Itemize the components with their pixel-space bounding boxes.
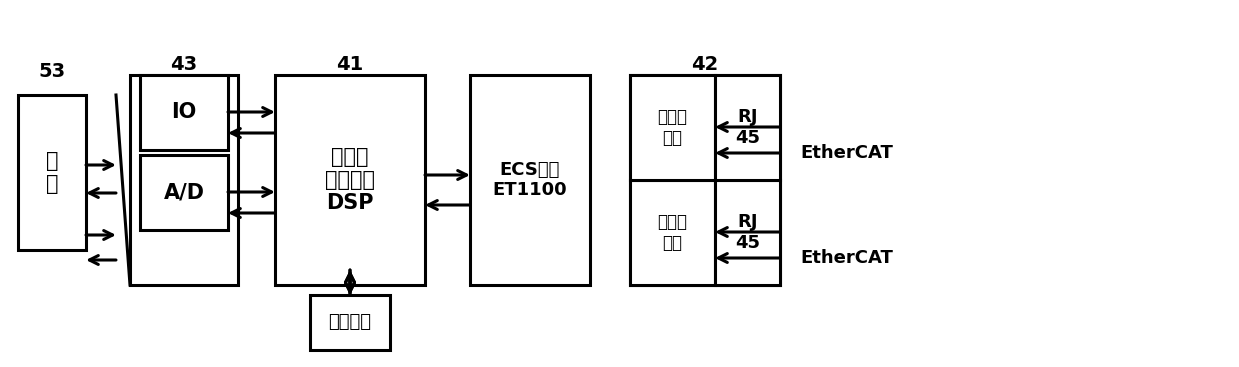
Text: 53: 53 [38, 62, 66, 81]
Text: EtherCAT: EtherCAT [800, 144, 893, 162]
Text: EtherCAT: EtherCAT [800, 249, 893, 267]
Bar [19, 95, 85, 250]
Bar [629, 75, 781, 285]
Bar [140, 155, 228, 230]
Text: IO: IO [171, 102, 197, 123]
Text: A/D: A/D [164, 182, 204, 203]
Text: ECS芯片
ET1100: ECS芯片 ET1100 [493, 161, 567, 199]
Bar [275, 75, 425, 285]
Bar [470, 75, 590, 285]
Bar [715, 180, 781, 285]
Bar [130, 75, 238, 285]
Text: 其他外设: 其他外设 [328, 313, 372, 331]
Text: RJ
45: RJ 45 [735, 213, 760, 252]
Bar [715, 75, 781, 180]
Bar [629, 180, 715, 285]
Text: RJ
45: RJ 45 [735, 108, 760, 147]
Text: 视
频: 视 频 [46, 151, 58, 194]
Text: 隔离变
压器: 隔离变 压器 [658, 108, 688, 147]
Text: 43: 43 [171, 55, 197, 74]
Text: 控制器
处理芯片
DSP: 控制器 处理芯片 DSP [325, 147, 375, 213]
Bar [629, 75, 715, 180]
Text: 42: 42 [691, 55, 719, 74]
Bar [310, 295, 390, 350]
Text: 隔离变
压器: 隔离变 压器 [658, 213, 688, 252]
Text: 41: 41 [336, 55, 363, 74]
Bar [140, 75, 228, 150]
